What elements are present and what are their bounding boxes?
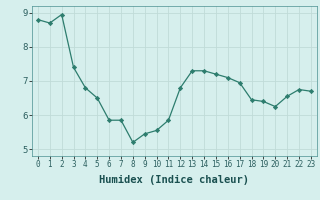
X-axis label: Humidex (Indice chaleur): Humidex (Indice chaleur) <box>100 175 249 185</box>
